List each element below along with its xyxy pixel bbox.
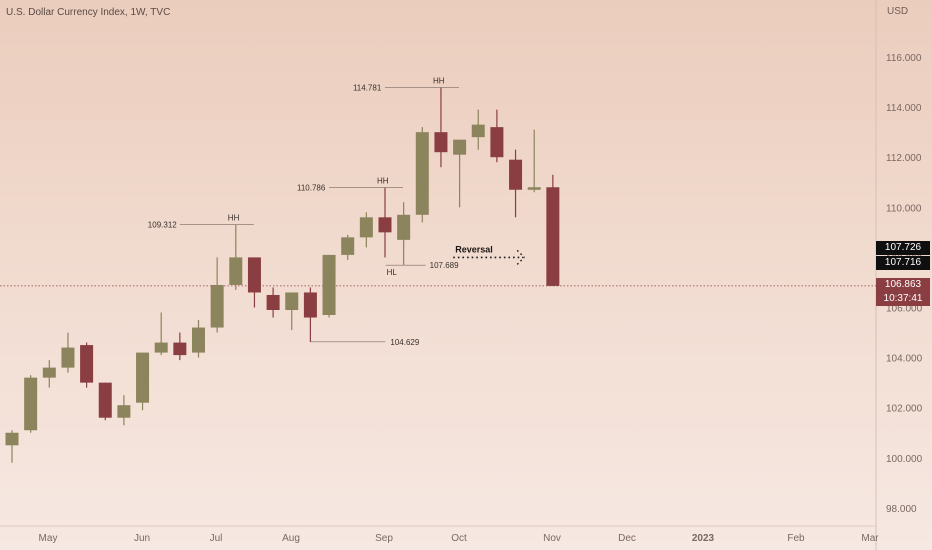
y-tick-label: 98.000	[886, 504, 917, 515]
annotation-label: HH	[433, 77, 445, 86]
x-tick-label: Sep	[375, 533, 393, 544]
candle-body	[341, 237, 355, 255]
currency-label: USD	[887, 6, 909, 17]
candle-body	[303, 292, 317, 318]
x-tick-label: Dec	[618, 533, 636, 544]
x-tick-label: Jun	[134, 533, 150, 544]
candle-body	[378, 217, 392, 233]
annotation-labels: HH 109.312 HH 110.786 HH 114.781 HL 107.689 104.…	[148, 77, 525, 347]
candle-body	[173, 342, 187, 356]
chart-title: U.S. Dollar Currency Index, 1W, TVC	[6, 7, 171, 18]
candle-body	[229, 257, 243, 285]
candle-body	[546, 187, 560, 286]
candle-body	[509, 159, 523, 190]
annotation-label: HH	[377, 177, 389, 186]
x-tick-label: 2023	[692, 533, 715, 544]
annotation-label: HH	[228, 214, 240, 223]
y-tick-label: 104.000	[886, 354, 923, 365]
reversal-label: Reversal	[455, 244, 493, 254]
candle-body	[98, 382, 112, 418]
x-tick-label: Jul	[210, 533, 223, 544]
candles[interactable]	[5, 87, 560, 463]
x-tick-label: Mar	[861, 533, 879, 544]
annotation-lines	[0, 87, 876, 343]
candle-body	[136, 352, 150, 403]
y-tick-label: 106.000	[886, 304, 923, 315]
y-tick-label: 114.000	[886, 103, 922, 114]
y-tick-label: 112.000	[886, 153, 922, 164]
countdown-tag: 10:37:41	[876, 292, 930, 306]
candle-body	[322, 254, 336, 316]
candle-body	[210, 284, 224, 328]
candle-body	[266, 294, 280, 311]
candle-body	[285, 292, 299, 311]
candle-body	[453, 139, 467, 155]
candle-body	[61, 347, 75, 368]
candle-body	[42, 367, 56, 378]
x-tick-label: Feb	[787, 533, 805, 544]
reversal-arrow-head	[516, 256, 525, 265]
candle-body	[117, 405, 131, 418]
y-tick-label: 102.000	[886, 404, 923, 415]
candle-body	[471, 124, 485, 138]
annotation-price-label: 110.786	[297, 184, 326, 193]
x-tick-label: Nov	[543, 533, 561, 544]
reversal-arrow-head	[516, 249, 525, 258]
candle-body	[247, 257, 261, 293]
price-axis-divider	[0, 0, 877, 550]
y-tick-label: 116.000	[886, 53, 922, 64]
candle-body	[490, 127, 504, 158]
annotation-price-label: 104.629	[390, 338, 419, 347]
y-tick-label: 110.000	[886, 203, 922, 214]
candle-body	[397, 214, 411, 240]
annotation-price-label: 109.312	[148, 221, 177, 230]
x-tick-label: Oct	[451, 533, 467, 544]
x-tick-label: Aug	[282, 533, 300, 544]
price-tag-lower: 107.716	[876, 256, 930, 270]
x-tick-label: May	[39, 533, 58, 544]
candle-body	[434, 132, 448, 153]
price-tag-upper: 107.726	[876, 241, 930, 255]
annotation-price-label: 107.689	[430, 261, 459, 270]
current-price-tag: 106.863	[876, 278, 930, 292]
candle-body	[80, 345, 94, 383]
annotation-label: HL	[387, 268, 398, 277]
candle-body	[359, 217, 373, 238]
candle-body	[192, 327, 205, 353]
annotation-price-label: 114.781	[353, 84, 382, 93]
y-tick-label: 100.000	[886, 454, 923, 465]
candle-body	[154, 342, 168, 353]
candle-body	[415, 132, 429, 215]
x-axis[interactable]: May Jun Jul Aug Sep Oct Nov Dec 2023 Feb Mar	[39, 533, 880, 544]
candle-body	[527, 187, 541, 190]
candle-body	[24, 377, 38, 431]
candle-body	[5, 432, 19, 446]
